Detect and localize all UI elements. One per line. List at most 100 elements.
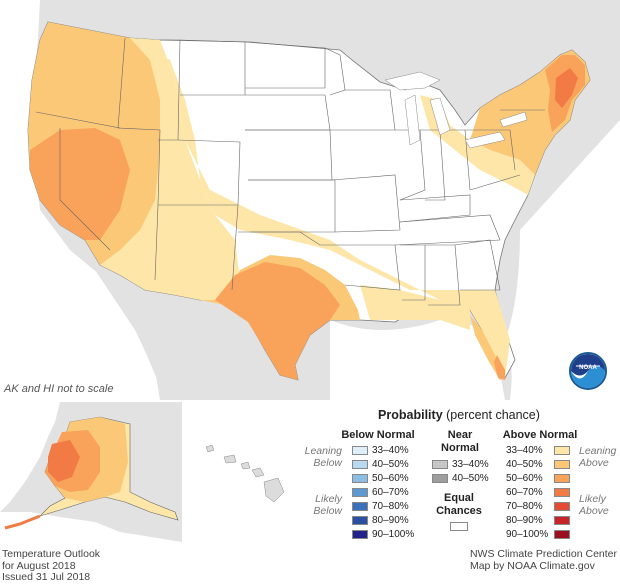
legend-swatch xyxy=(352,530,368,539)
legend-above-label: 50–60% xyxy=(506,473,543,484)
legend-above-item: 90–100% xyxy=(506,529,570,540)
legend-swatch xyxy=(554,530,570,539)
legend-swatch xyxy=(352,502,368,511)
near-heading-line1: Near xyxy=(447,429,473,441)
legend-below-item: 40–50% xyxy=(352,459,409,470)
legend-below-item: 50–60% xyxy=(352,473,409,484)
legend-below-label: 70–80% xyxy=(372,501,409,512)
legend-swatch xyxy=(352,474,368,483)
legend-above-label: 70–80% xyxy=(506,501,543,512)
legend-above-label: 80–90% xyxy=(506,515,543,526)
alaska-inset xyxy=(0,402,182,547)
legend-above-item: 80–90% xyxy=(506,515,570,526)
above-50-60-florida-tip xyxy=(494,355,505,380)
alaska-60-70 xyxy=(48,440,80,482)
map-title-block: Temperature Outlook for August 2018 Issu… xyxy=(2,548,101,584)
legend-above-item: 60–70% xyxy=(506,487,570,498)
legend-below-item: 33–40% xyxy=(352,445,409,456)
mexico-land xyxy=(95,270,300,400)
legend-above-item: 50–60% xyxy=(506,473,570,484)
legend-above-label: 33–40% xyxy=(506,445,543,456)
scale-note: AK and HI not to scale xyxy=(4,383,114,395)
map-title-line3: Issued 31 Jul 2018 xyxy=(2,571,91,583)
legend-near-label: 40–50% xyxy=(452,473,489,484)
likely-above-label: Likely Above xyxy=(579,493,619,517)
legend-near-item: 33–40% xyxy=(432,459,489,470)
leaning-above-line2: Above xyxy=(579,457,609,469)
leaning-below-label: Leaning Below xyxy=(302,445,342,469)
legend: Probability (percent chance) Below Norma… xyxy=(298,402,620,547)
legend-above-item: 40–50% xyxy=(506,459,570,470)
below-normal-heading: Below Normal xyxy=(341,429,415,441)
legend-below-item: 80–90% xyxy=(352,515,409,526)
credit-line2: Map by NOAA Climate.gov xyxy=(469,559,595,572)
legend-swatch xyxy=(352,460,368,469)
legend-swatch xyxy=(554,446,570,455)
great-lakes xyxy=(384,71,528,149)
legend-title-sub: (percent chance) xyxy=(446,408,540,422)
near-normal-heading: Near Normal xyxy=(430,429,490,455)
leaning-above-label: Leaning Above xyxy=(579,445,619,469)
leaning-above-line1: Leaning xyxy=(579,445,617,457)
equal-heading-line1: Equal xyxy=(444,492,474,504)
legend-above-item: 33–40% xyxy=(506,445,570,456)
legend-swatch xyxy=(352,488,368,497)
legend-above-label: 40–50% xyxy=(506,459,543,470)
noaa-logo: NOAA xyxy=(569,352,607,390)
above-33-40-southeast xyxy=(360,285,470,330)
legend-swatch xyxy=(432,474,448,483)
state-boundaries xyxy=(35,37,545,306)
legend-below-item: 70–80% xyxy=(352,501,409,512)
legend-swatch xyxy=(352,516,368,525)
near-heading-line2: Normal xyxy=(441,442,479,454)
equal-heading-line2: Chances xyxy=(436,505,482,517)
legend-near-label: 33–40% xyxy=(452,459,489,470)
legend-below-label: 80–90% xyxy=(372,515,409,526)
map-title-line1: Temperature Outlook xyxy=(2,548,101,560)
leaning-below-line1: Leaning xyxy=(304,445,342,457)
legend-swatch xyxy=(554,474,570,483)
leaning-below-line2: Below xyxy=(313,457,342,469)
alaska-svg xyxy=(0,402,182,547)
legend-swatch xyxy=(554,460,570,469)
credit-line1: NWS Climate Prediction Center xyxy=(469,548,617,560)
legend-below-label: 40–50% xyxy=(372,459,409,470)
hawaii-svg xyxy=(186,402,296,547)
legend-swatch xyxy=(554,516,570,525)
likely-below-line2: Below xyxy=(313,505,342,517)
legend-title: Probability (percent chance) xyxy=(298,408,620,422)
likely-above-line1: Likely xyxy=(579,493,606,505)
legend-below-label: 33–40% xyxy=(372,445,409,456)
legend-below-item: 60–70% xyxy=(352,487,409,498)
svg-text:NOAA: NOAA xyxy=(579,365,597,371)
legend-swatch xyxy=(432,460,448,469)
equal-chances-swatch xyxy=(450,522,468,531)
map-credit-block: NWS Climate Prediction Center Map by NOA… xyxy=(469,548,617,572)
equal-chances-heading: Equal Chances xyxy=(432,492,486,518)
above-50-60-california-nevada xyxy=(30,128,130,240)
gulf-of-mexico xyxy=(330,320,505,400)
map-title-line2: for August 2018 xyxy=(2,559,76,572)
legend-near-item: 40–50% xyxy=(432,473,489,484)
legend-above-label: 90–100% xyxy=(506,529,549,540)
likely-below-label: Likely Below xyxy=(302,493,342,517)
conus-map: NOAA AK and HI not to scale xyxy=(0,0,620,400)
conus-map-svg: NOAA xyxy=(0,0,620,400)
hawaii-inset xyxy=(186,402,296,547)
legend-below-label: 50–60% xyxy=(372,473,409,484)
above-normal-heading: Above Normal xyxy=(502,429,578,441)
legend-title-main: Probability xyxy=(378,408,443,422)
legend-below-label: 90–100% xyxy=(372,529,415,540)
legend-below-item: 90–100% xyxy=(352,529,414,540)
atlantic-ocean xyxy=(505,120,620,400)
legend-above-label: 60–70% xyxy=(506,487,543,498)
above-50-60-texas xyxy=(215,262,340,380)
legend-below-label: 60–70% xyxy=(372,487,409,498)
above-60-70-nw xyxy=(555,68,578,108)
legend-swatch xyxy=(554,488,570,497)
legend-swatch xyxy=(352,446,368,455)
legend-swatch xyxy=(554,502,570,511)
likely-above-line2: Above xyxy=(579,505,609,517)
likely-below-line1: Likely xyxy=(315,493,342,505)
legend-above-item: 70–80% xyxy=(506,501,570,512)
